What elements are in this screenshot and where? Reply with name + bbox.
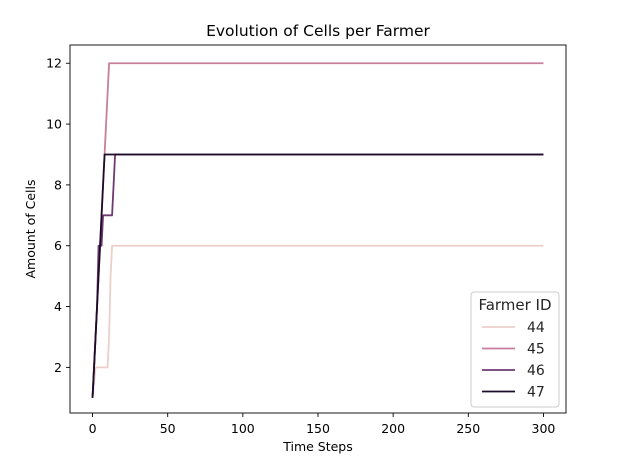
series-line-44 — [91, 244, 544, 398]
legend: Farmer ID 44 45 46 47 — [470, 291, 560, 408]
x-tick-label: 200 — [381, 421, 405, 436]
series-line-47 — [91, 153, 544, 398]
x-tick-label: 0 — [89, 421, 97, 436]
x-axis-label: Time Steps — [282, 439, 353, 454]
legend-box — [470, 291, 560, 408]
y-tick-label: 4 — [54, 299, 62, 314]
legend-label-47: 47 — [527, 385, 545, 401]
x-tick-label: 100 — [231, 421, 255, 436]
legend-label-44: 44 — [527, 320, 545, 336]
y-tick-label: 12 — [46, 56, 62, 71]
y-tick-label: 10 — [46, 117, 62, 132]
x-tick-label: 250 — [456, 421, 480, 436]
series-layer — [91, 62, 544, 398]
plot-frame — [69, 44, 567, 414]
y-tick-label: 2 — [54, 360, 62, 375]
legend-label-46: 46 — [527, 363, 545, 379]
x-tick-label: 300 — [532, 421, 556, 436]
y-tick-label: 8 — [54, 177, 62, 192]
y-tick-label: 6 — [54, 238, 62, 253]
x-tick-label: 150 — [306, 421, 330, 436]
legend-label-45: 45 — [527, 342, 545, 358]
x-tick-label: 50 — [160, 421, 176, 436]
legend-items: 44 45 46 47 — [482, 320, 545, 401]
y-axis-label: Amount of Cells — [23, 180, 38, 279]
legend-title: Farmer ID — [478, 296, 551, 314]
chart-title: Evolution of Cells per Farmer — [206, 22, 430, 40]
